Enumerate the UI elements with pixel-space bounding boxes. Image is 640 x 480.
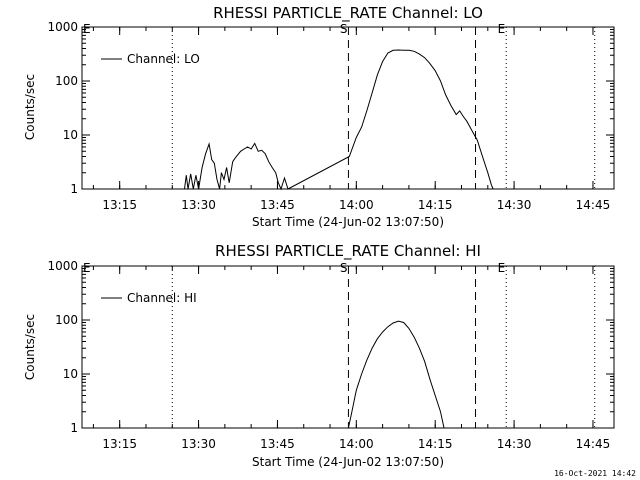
hi-x-tick-label: 14:45 (576, 437, 611, 451)
lo-legend-label: Channel: LO (127, 52, 200, 66)
lo-chart-title: RHESSI PARTICLE_RATE Channel: LO (213, 4, 483, 23)
hi-chart-title: RHESSI PARTICLE_RATE Channel: HI (215, 242, 481, 261)
hi-x-tick-label: 14:30 (497, 437, 532, 451)
hi-x-tick-label: 13:30 (181, 437, 216, 451)
lo-y-axis-label: Counts/sec (23, 74, 37, 140)
lo-y-tick-label: 1000 (47, 20, 78, 34)
lo-x-tick-label: 13:45 (260, 198, 295, 212)
lo-x-tick-label: 14:00 (339, 198, 374, 212)
lo-x-tick-label: 14:15 (418, 198, 453, 212)
hi-y-tick-label: 100 (55, 313, 78, 327)
hi-y-tick-label: 1000 (47, 259, 78, 273)
hi-x-tick-label: 13:45 (260, 437, 295, 451)
lo-x-tick-label: 14:30 (497, 198, 532, 212)
lo-x-axis-label: Start Time (24-Jun-02 13:07:50) (252, 215, 444, 229)
hi-corner-marker-label: E (83, 261, 91, 275)
hi-y-axis-label: Counts/sec (23, 314, 37, 380)
lo-x-tick-label: 13:30 (181, 198, 216, 212)
lo-x-tick-label: 14:45 (576, 198, 611, 212)
lo-y-tick-label: 10 (63, 128, 78, 142)
hi-y-tick-label: 1 (70, 421, 78, 435)
lo-y-tick-label: 1 (70, 182, 78, 196)
hi-x-axis-label: Start Time (24-Jun-02 13:07:50) (252, 455, 444, 469)
hi-y-tick-label: 10 (63, 367, 78, 381)
lo-marker-label: S (340, 22, 348, 36)
hi-x-tick-label: 14:00 (339, 437, 374, 451)
lo-series-line (184, 49, 494, 191)
hi-x-tick-label: 13:15 (102, 437, 137, 451)
lo-corner-marker-label: E (83, 22, 91, 36)
hi-marker-label: E (498, 261, 506, 275)
hi-series-line (347, 320, 445, 429)
lo-x-tick-label: 13:15 (102, 198, 137, 212)
lo-y-tick-label: 100 (55, 74, 78, 88)
lo-marker-label: E (498, 22, 506, 36)
hi-x-tick-label: 14:15 (418, 437, 453, 451)
hi-marker-label: S (340, 261, 348, 275)
footer-timestamp: 16-Oct-2021 14:42 (554, 469, 636, 478)
hi-legend-label: Channel: HI (127, 291, 197, 305)
